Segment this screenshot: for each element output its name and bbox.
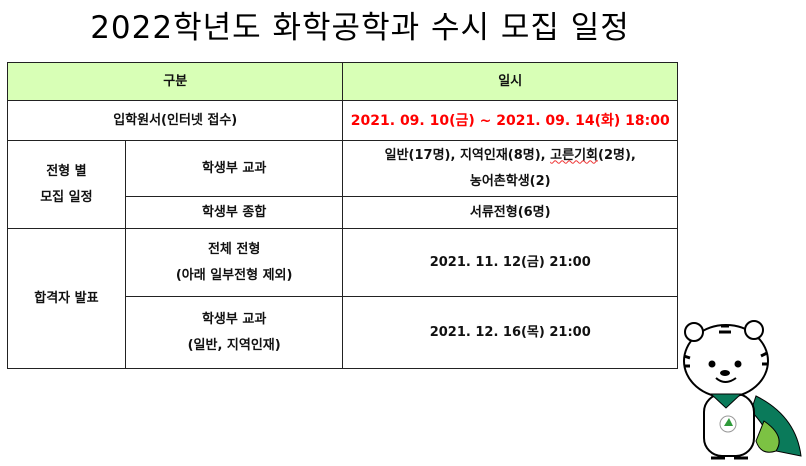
type-line: 전체 전형	[207, 241, 261, 257]
type-line: (아래 일부전형 제외)	[175, 267, 293, 283]
announce-label: 합격자 발표	[7, 228, 126, 369]
type-line: (일반, 지역인재)	[187, 337, 281, 353]
table-row: 학생부 종합 서류전형(6명)	[8, 196, 678, 229]
table-header-row: 구분 일시	[6, 62, 678, 101]
recruit-detail: 일반(17명), 지역인재(8명), 고른기회(2명), 농어촌학생(2)	[342, 140, 678, 197]
schedule-table: 구분 일시 입학원서(인터넷 접수) 2021. 09. 10(금) ~ 202…	[6, 62, 678, 369]
header-date: 일시	[342, 62, 678, 101]
recruit-detail: 서류전형(6명)	[342, 196, 678, 229]
recruit-label-line: 모집 일정	[40, 189, 93, 205]
announce-date: 2021. 11. 12(금) 21:00	[342, 228, 678, 297]
recruit-type: 학생부 종합	[124, 196, 344, 229]
table-row: 입학원서(인터넷 접수) 2021. 09. 10(금) ~ 2021. 09.…	[6, 100, 678, 141]
detail-text: 농어촌학생(2)	[469, 173, 551, 189]
announce-date: 2021. 12. 16(목) 21:00	[342, 296, 678, 369]
page-title: 2022학년도 화학공학과 수시 모집 일정	[90, 10, 630, 46]
detail-text: 고른기회	[550, 147, 598, 163]
header-category: 구분	[6, 62, 344, 101]
application-label: 입학원서(인터넷 접수)	[6, 100, 344, 141]
tiger-mascot-image	[683, 320, 802, 460]
table-row: 합격자 발표 전체 전형 (아래 일부전형 제외) 2021. 11. 12(금)…	[7, 228, 678, 369]
table-row: 학생부 교과 (일반, 지역인재) 2021. 12. 16(목) 21:00	[8, 296, 678, 369]
announce-type: 전체 전형 (아래 일부전형 제외)	[124, 228, 344, 297]
recruit-type: 학생부 교과	[124, 140, 344, 197]
type-line: 학생부 교과	[201, 311, 267, 327]
announce-type: 학생부 교과 (일반, 지역인재)	[124, 296, 344, 369]
application-date: 2021. 09. 10(금) ~ 2021. 09. 14(화) 18:00	[342, 100, 678, 141]
detail-text: (2명),	[598, 147, 636, 163]
recruit-label-line: 전형 별	[46, 163, 87, 179]
detail-text: 일반(17명), 지역인재(8명),	[384, 147, 551, 163]
